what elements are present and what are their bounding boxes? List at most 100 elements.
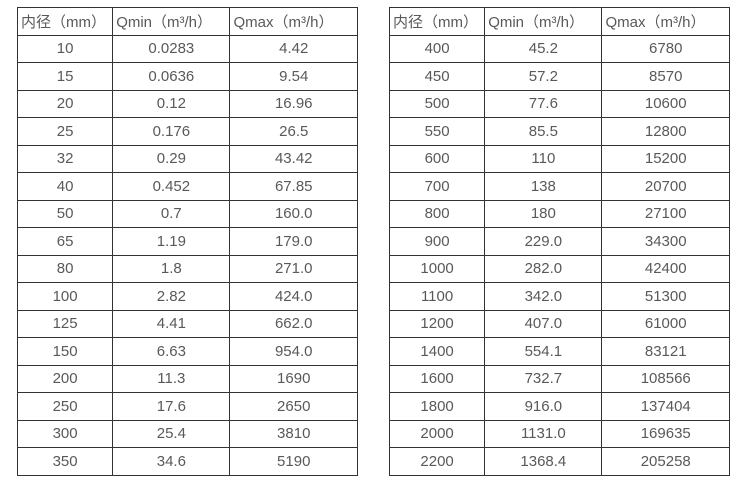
table-row: 350 34.6 5190	[16, 447, 358, 476]
table-cell: 0.176	[112, 117, 231, 146]
table-row: 300 25.4 3810	[16, 419, 358, 448]
table-cell: 3810	[229, 419, 358, 448]
table-cell: 20	[16, 89, 114, 118]
table-cell: 51300	[601, 282, 730, 311]
table-cell: 100	[16, 282, 114, 311]
table-cell: 169635	[601, 419, 730, 448]
table-row: 500 77.6 10600	[388, 89, 730, 118]
table-cell: 57.2	[484, 62, 603, 91]
column-header: Qmax（m³/h）	[229, 7, 358, 36]
table-cell: 554.1	[484, 337, 603, 366]
table-row: 32 0.29 43.42	[16, 144, 358, 173]
header-row: 内径（mm） Qmin（m³/h） Qmax（m³/h）	[388, 7, 730, 36]
table-cell: 800	[388, 199, 486, 228]
table-cell: 17.6	[112, 392, 231, 421]
table-cell: 6780	[601, 34, 730, 63]
table-cell: 0.452	[112, 172, 231, 201]
table-row: 1600 732.7 108566	[388, 364, 730, 393]
table-cell: 2000	[388, 419, 486, 448]
table-row: 1800 916.0 137404	[388, 392, 730, 421]
table-row: 80 1.8 271.0	[16, 254, 358, 283]
table-cell: 67.85	[229, 172, 358, 201]
table-cell: 1000	[388, 254, 486, 283]
table-cell: 250	[16, 392, 114, 421]
table-cell: 229.0	[484, 227, 603, 256]
table-cell: 10600	[601, 89, 730, 118]
table-cell: 5190	[229, 447, 358, 476]
table-row: 1200 407.0 61000	[388, 309, 730, 338]
table-cell: 916.0	[484, 392, 603, 421]
table-cell: 0.7	[112, 199, 231, 228]
table-cell: 2.82	[112, 282, 231, 311]
table-cell: 80	[16, 254, 114, 283]
table-cell: 1.8	[112, 254, 231, 283]
table-cell: 25.4	[112, 419, 231, 448]
table-cell: 4.41	[112, 309, 231, 338]
table-cell: 34300	[601, 227, 730, 256]
table-cell: 700	[388, 172, 486, 201]
table-cell: 2650	[229, 392, 358, 421]
table-row: 600 110 15200	[388, 144, 730, 173]
flow-table-small-diameters: 内径（mm） Qmin（m³/h） Qmax（m³/h） 10 0.0283 4.42 15…	[16, 7, 358, 476]
table-row: 150 6.63 954.0	[16, 337, 358, 366]
table-cell: 1.19	[112, 227, 231, 256]
table-cell: 424.0	[229, 282, 358, 311]
table-cell: 110	[484, 144, 603, 173]
table-cell: 954.0	[229, 337, 358, 366]
table-row: 10 0.0283 4.42	[16, 34, 358, 63]
table-cell: 179.0	[229, 227, 358, 256]
table-cell: 160.0	[229, 199, 358, 228]
table-row: 2200 1368.4 205258	[388, 447, 730, 476]
header-row: 内径（mm） Qmin（m³/h） Qmax（m³/h）	[16, 7, 358, 36]
table-cell: 11.3	[112, 364, 231, 393]
table-row: 2000 1131.0 169635	[388, 419, 730, 448]
table-cell: 15	[16, 62, 114, 91]
table-cell: 0.29	[112, 144, 231, 173]
table-cell: 9.54	[229, 62, 358, 91]
table-row: 25 0.176 26.5	[16, 117, 358, 146]
table-cell: 600	[388, 144, 486, 173]
table-row: 800 180 27100	[388, 199, 730, 228]
column-header: Qmin（m³/h）	[484, 7, 603, 36]
table-cell: 45.2	[484, 34, 603, 63]
table-cell: 85.5	[484, 117, 603, 146]
table-row: 15 0.0636 9.54	[16, 62, 358, 91]
table-cell: 137404	[601, 392, 730, 421]
table-cell: 0.12	[112, 89, 231, 118]
table-cell: 1690	[229, 364, 358, 393]
table-row: 900 229.0 34300	[388, 227, 730, 256]
table-cell: 1100	[388, 282, 486, 311]
table-row: 65 1.19 179.0	[16, 227, 358, 256]
table-cell: 300	[16, 419, 114, 448]
table-cell: 350	[16, 447, 114, 476]
table-cell: 125	[16, 309, 114, 338]
table-cell: 50	[16, 199, 114, 228]
table-cell: 34.6	[112, 447, 231, 476]
flow-table-large-diameters: 内径（mm） Qmin（m³/h） Qmax（m³/h） 400 45.2 6780 450…	[388, 7, 730, 476]
table-row: 550 85.5 12800	[388, 117, 730, 146]
table-cell: 1200	[388, 309, 486, 338]
table-cell: 27100	[601, 199, 730, 228]
table-cell: 43.42	[229, 144, 358, 173]
table-cell: 407.0	[484, 309, 603, 338]
table-cell: 150	[16, 337, 114, 366]
table-cell: 1600	[388, 364, 486, 393]
table-cell: 450	[388, 62, 486, 91]
table-cell: 400	[388, 34, 486, 63]
table-row: 700 138 20700	[388, 172, 730, 201]
table-row: 200 11.3 1690	[16, 364, 358, 393]
table-cell: 4.42	[229, 34, 358, 63]
table-cell: 1368.4	[484, 447, 603, 476]
table-cell: 65	[16, 227, 114, 256]
table-cell: 26.5	[229, 117, 358, 146]
table-cell: 108566	[601, 364, 730, 393]
table-cell: 32	[16, 144, 114, 173]
table-cell: 180	[484, 199, 603, 228]
table-cell: 282.0	[484, 254, 603, 283]
table-row: 1100 342.0 51300	[388, 282, 730, 311]
table-cell: 12800	[601, 117, 730, 146]
table-row: 100 2.82 424.0	[16, 282, 358, 311]
table-cell: 550	[388, 117, 486, 146]
table-cell: 16.96	[229, 89, 358, 118]
